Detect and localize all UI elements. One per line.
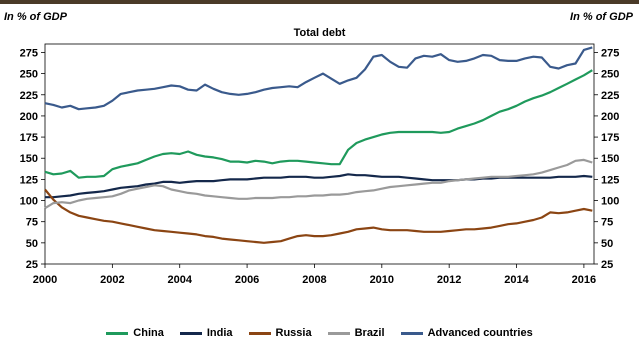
chart-title: Total debt	[293, 27, 346, 39]
y-tick-label-right: 50	[601, 238, 613, 250]
y-tick-label-left: 50	[26, 238, 38, 250]
x-tick-label: 2010	[370, 274, 394, 286]
y-tick-label-left: 200	[20, 111, 38, 123]
y-tick-label-left: 125	[20, 174, 38, 186]
x-tick-label: 2006	[235, 274, 259, 286]
y-tick-label-left: 225	[20, 90, 38, 102]
legend-item-china: China	[106, 327, 164, 339]
legend-item-brazil: Brazil	[327, 327, 385, 339]
legend-item-india: India	[179, 327, 233, 339]
legend-swatch	[400, 331, 423, 335]
chart-legend: China India Russia Brazil Advanced countries	[0, 327, 639, 339]
legend-label: Advanced countries	[427, 327, 533, 339]
x-tick-label: 2002	[100, 274, 124, 286]
series-line-china	[44, 69, 593, 179]
y-tick-label-left: 275	[20, 47, 38, 59]
y-tick-label-right: 150	[601, 153, 619, 165]
y-tick-label-right: 250	[601, 69, 619, 81]
right-axis-unit-label: In % of GDP	[570, 11, 633, 23]
left-axis-unit-label: In % of GDP	[4, 11, 67, 23]
legend-swatch	[248, 331, 271, 335]
series-line-advanced-countries	[44, 46, 593, 111]
legend-label: Russia	[275, 327, 312, 339]
x-tick-label: 2012	[437, 274, 461, 286]
y-tick-label-left: 175	[20, 132, 38, 144]
x-tick-label: 2000	[33, 274, 57, 286]
legend-swatch	[106, 331, 129, 335]
legend-swatch	[179, 331, 202, 335]
series-line-russia	[44, 188, 593, 244]
legend-swatch	[327, 331, 350, 335]
legend-label: Brazil	[354, 327, 385, 339]
legend-label: China	[133, 327, 164, 339]
x-tick-label: 2014	[504, 274, 529, 286]
y-tick-label-left: 75	[26, 217, 38, 229]
legend-label: India	[206, 327, 233, 339]
y-tick-label-right: 275	[601, 47, 619, 59]
top-accent-bar	[0, 0, 639, 4]
series-line-brazil	[44, 158, 593, 210]
y-tick-label-right: 200	[601, 111, 619, 123]
legend-item-advanced-countries: Advanced countries	[400, 327, 533, 339]
y-tick-label-right: 100	[601, 196, 619, 208]
y-tick-label-left: 25	[26, 259, 38, 271]
legend-item-russia: Russia	[248, 327, 312, 339]
y-tick-label-right: 225	[601, 90, 619, 102]
y-tick-label-left: 150	[20, 153, 38, 165]
y-tick-label-left: 250	[20, 69, 38, 81]
y-tick-label-right: 75	[601, 217, 613, 229]
y-tick-label-left: 100	[20, 196, 38, 208]
y-tick-label-right: 175	[601, 132, 619, 144]
plot-area-frame	[44, 43, 595, 265]
series-line-india	[45, 173, 593, 199]
x-tick-label: 2016	[572, 274, 596, 286]
y-tick-label-right: 125	[601, 174, 619, 186]
x-tick-label: 2008	[302, 274, 326, 286]
y-tick-label-right: 25	[601, 259, 613, 271]
x-tick-label: 2004	[167, 274, 192, 286]
